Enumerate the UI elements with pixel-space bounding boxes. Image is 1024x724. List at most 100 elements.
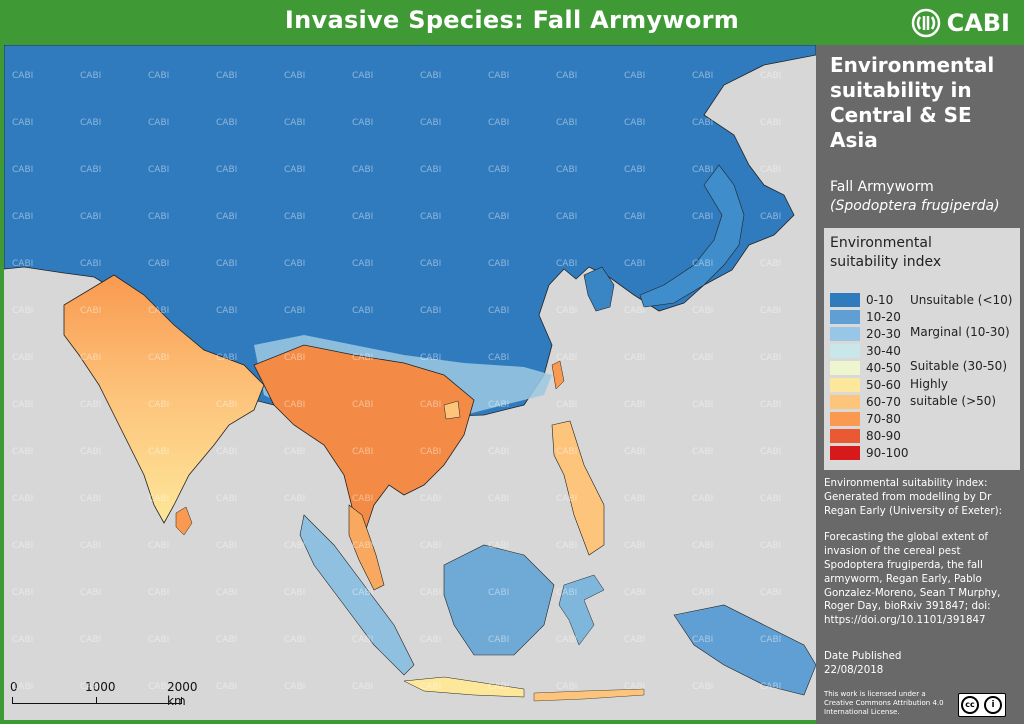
watermark: CABI xyxy=(148,682,170,692)
watermark: CABI xyxy=(488,588,510,598)
legend-swatch xyxy=(830,310,860,324)
watermark: CABI xyxy=(420,541,442,551)
watermark: CABI xyxy=(760,447,782,457)
sumatra-region xyxy=(299,514,415,676)
watermark: CABI xyxy=(352,118,374,128)
watermark: CABI xyxy=(488,212,510,222)
watermark: CABI xyxy=(488,353,510,363)
new-guinea-region xyxy=(673,604,816,696)
watermark: CABI xyxy=(488,165,510,175)
legend-range-label: 10-20 xyxy=(866,310,901,324)
legend-swatch xyxy=(830,412,860,426)
watermark: CABI xyxy=(12,306,34,316)
watermark: CABI xyxy=(148,259,170,269)
legend-category-marginal: Marginal (10-30) xyxy=(910,325,1010,339)
watermark: CABI xyxy=(284,494,306,504)
watermark: CABI xyxy=(692,306,714,316)
taiwan-region xyxy=(551,360,565,390)
watermark: CABI xyxy=(624,635,646,645)
legend-range-label: 30-40 xyxy=(866,344,901,358)
watermark: CABI xyxy=(352,447,374,457)
watermark: CABI xyxy=(556,588,578,598)
panel-title: Environmental suitability in Central & S… xyxy=(830,53,995,152)
watermark: CABI xyxy=(284,165,306,175)
reference-doi-link[interactable]: https://doi.org/10.1101/391847 xyxy=(824,614,986,627)
watermark: CABI xyxy=(12,71,34,81)
legend-swatch xyxy=(830,395,860,409)
scale-bar: 0 1000 2000 km xyxy=(10,680,212,712)
watermark: CABI xyxy=(624,682,646,692)
legend-swatch xyxy=(830,446,860,460)
watermark: CABI xyxy=(352,635,374,645)
map-canvas xyxy=(4,45,816,702)
watermark: CABI xyxy=(488,494,510,504)
watermark: CABI xyxy=(216,212,238,222)
watermark: CABI xyxy=(760,682,782,692)
watermark: CABI xyxy=(760,212,782,222)
legend-row: 90-100 xyxy=(830,445,909,461)
watermark: CABI xyxy=(488,447,510,457)
watermark: CABI xyxy=(284,71,306,81)
watermark: CABI xyxy=(692,447,714,457)
watermark: CABI xyxy=(760,165,782,175)
watermark: CABI xyxy=(624,494,646,504)
scale-tick-0: 0 xyxy=(10,680,18,694)
watermark: CABI xyxy=(624,400,646,410)
legend-category-highly-2: suitable (>50) xyxy=(910,394,997,408)
watermark: CABI xyxy=(80,400,102,410)
watermark: CABI xyxy=(216,400,238,410)
suitability-map[interactable]: 0 1000 2000 km CABI CABI CABI CABI CABI CABI C… xyxy=(4,45,816,720)
legend-swatch xyxy=(830,429,860,443)
watermark: CABI xyxy=(216,635,238,645)
watermark: CABI xyxy=(148,447,170,457)
watermark: CABI xyxy=(216,259,238,269)
watermark: CABI xyxy=(760,635,782,645)
malay-peninsula-region xyxy=(348,504,385,591)
watermark: CABI xyxy=(12,635,34,645)
watermark: CABI xyxy=(216,165,238,175)
reference-line: Spodoptera frugiperda, the fall xyxy=(824,558,983,571)
watermark: CABI xyxy=(284,447,306,457)
japan-region xyxy=(639,164,745,308)
watermark: CABI xyxy=(12,682,34,692)
watermark: CABI xyxy=(148,353,170,363)
watermark: CABI xyxy=(80,212,102,222)
watermark: CABI xyxy=(556,682,578,692)
watermark: CABI xyxy=(692,400,714,410)
legend-swatch xyxy=(830,293,860,307)
watermark: CABI xyxy=(12,588,34,598)
watermark: CABI xyxy=(624,541,646,551)
legend-row: 10-20 xyxy=(830,309,901,325)
watermark: CABI xyxy=(80,165,102,175)
watermark: CABI xyxy=(352,306,374,316)
legend-swatch xyxy=(830,327,860,341)
watermark: CABI xyxy=(216,494,238,504)
legend-row: 0-10 xyxy=(830,292,893,308)
philippines-region xyxy=(551,420,605,556)
cc-license-badge[interactable]: cc i xyxy=(958,693,1006,717)
watermark: CABI xyxy=(216,71,238,81)
watermark: CABI xyxy=(556,71,578,81)
watermark: CABI xyxy=(556,306,578,316)
watermark: CABI xyxy=(420,71,442,81)
watermark: CABI xyxy=(624,212,646,222)
watermark: CABI xyxy=(420,118,442,128)
watermark: CABI xyxy=(216,118,238,128)
watermark: CABI xyxy=(148,212,170,222)
watermark: CABI xyxy=(148,71,170,81)
watermark: CABI xyxy=(352,494,374,504)
watermark: CABI xyxy=(692,682,714,692)
legend-row: 70-80 xyxy=(830,411,901,427)
watermark: CABI xyxy=(80,71,102,81)
watermark: CABI xyxy=(216,353,238,363)
watermark: CABI xyxy=(80,447,102,457)
reference-line: invasion of the cereal pest xyxy=(824,545,961,558)
watermark: CABI xyxy=(556,259,578,269)
watermark: CABI xyxy=(12,118,34,128)
hainan-region xyxy=(443,400,461,420)
watermark: CABI xyxy=(556,118,578,128)
watermark: CABI xyxy=(420,400,442,410)
source-description: Environmental suitability index: Generat… xyxy=(824,477,1020,628)
legend-range-label: 70-80 xyxy=(866,412,901,426)
watermark: CABI xyxy=(420,447,442,457)
